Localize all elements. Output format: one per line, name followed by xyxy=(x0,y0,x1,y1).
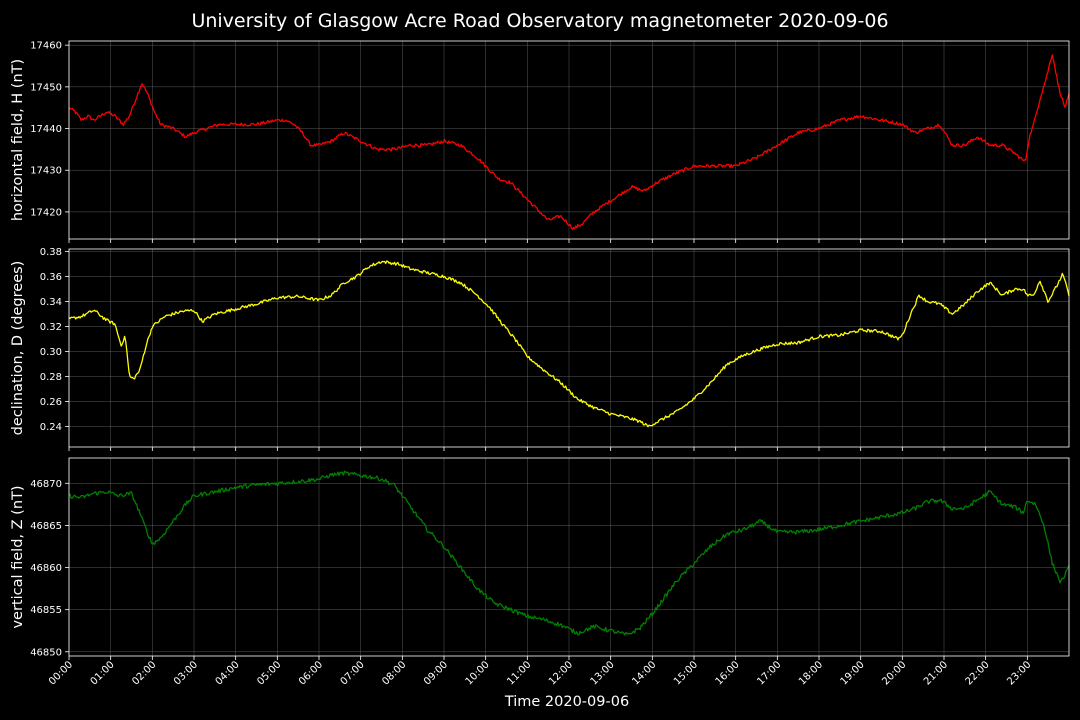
y-tick-label: 0.24 xyxy=(40,422,62,433)
x-tick-label: 18:00 xyxy=(797,659,825,687)
y-tick-label: 46860 xyxy=(30,563,62,574)
y-tick-label: 0.28 xyxy=(40,372,62,383)
y-tick-label: 17450 xyxy=(30,82,62,93)
y-tick-label: 0.38 xyxy=(40,247,62,258)
x-tick-label: 06:00 xyxy=(297,659,325,687)
y-tick-label: 0.34 xyxy=(40,297,62,308)
y-tick-label: 0.36 xyxy=(40,272,62,283)
y-axis-label: declination, D (degrees) xyxy=(10,261,26,436)
x-tick-label: 03:00 xyxy=(172,659,200,687)
series-line-3 xyxy=(68,470,1070,636)
y-tick-label: 46865 xyxy=(30,521,62,532)
series-line-2 xyxy=(68,260,1070,428)
plot-frame xyxy=(68,248,1070,448)
y-axis-label: horizontal field, H (nT) xyxy=(10,59,26,221)
y-axis-label: vertical field, Z (nT) xyxy=(10,485,26,628)
x-tick-label: 02:00 xyxy=(130,659,158,687)
x-tick-label: 16:00 xyxy=(714,659,742,687)
plot-frame xyxy=(68,40,1070,240)
y-tick-label: 0.30 xyxy=(40,347,62,358)
x-tick-label: 13:00 xyxy=(589,659,617,687)
plot-frame xyxy=(68,457,1070,657)
y-tick-label: 17420 xyxy=(30,207,62,218)
x-tick-label: 09:00 xyxy=(422,659,450,687)
y-tick-label: 46850 xyxy=(30,647,62,658)
x-tick-label: 21:00 xyxy=(922,659,950,687)
x-tick-label: 10:00 xyxy=(464,659,492,687)
x-tick-label: 08:00 xyxy=(380,659,408,687)
x-tick-label: 01:00 xyxy=(89,659,117,687)
y-tick-label: 0.26 xyxy=(40,397,62,408)
x-tick-label: 15:00 xyxy=(672,659,700,687)
x-tick-label: 17:00 xyxy=(755,659,783,687)
y-tick-label: 0.32 xyxy=(40,322,62,333)
y-tick-label: 46870 xyxy=(30,479,62,490)
x-tick-label: 07:00 xyxy=(339,659,367,687)
x-tick-label: 19:00 xyxy=(839,659,867,687)
x-tick-label: 04:00 xyxy=(214,659,242,687)
x-tick-label: 23:00 xyxy=(1005,659,1033,687)
x-tick-label: 14:00 xyxy=(630,659,658,687)
x-tick-label: 12:00 xyxy=(547,659,575,687)
y-tick-label: 17440 xyxy=(30,124,62,135)
x-tick-label: 22:00 xyxy=(964,659,992,687)
x-tick-label: 20:00 xyxy=(880,659,908,687)
x-tick-label: 00:00 xyxy=(47,659,75,687)
x-axis-label: Time 2020-09-06 xyxy=(504,694,629,710)
y-tick-label: 17460 xyxy=(30,41,62,52)
y-tick-label: 17430 xyxy=(30,166,62,177)
x-tick-label: 11:00 xyxy=(505,659,533,687)
series-line-1 xyxy=(68,54,1070,231)
figure-title: University of Glasgow Acre Road Observat… xyxy=(191,10,889,32)
x-tick-label: 05:00 xyxy=(255,659,283,687)
y-tick-label: 46855 xyxy=(30,605,62,616)
